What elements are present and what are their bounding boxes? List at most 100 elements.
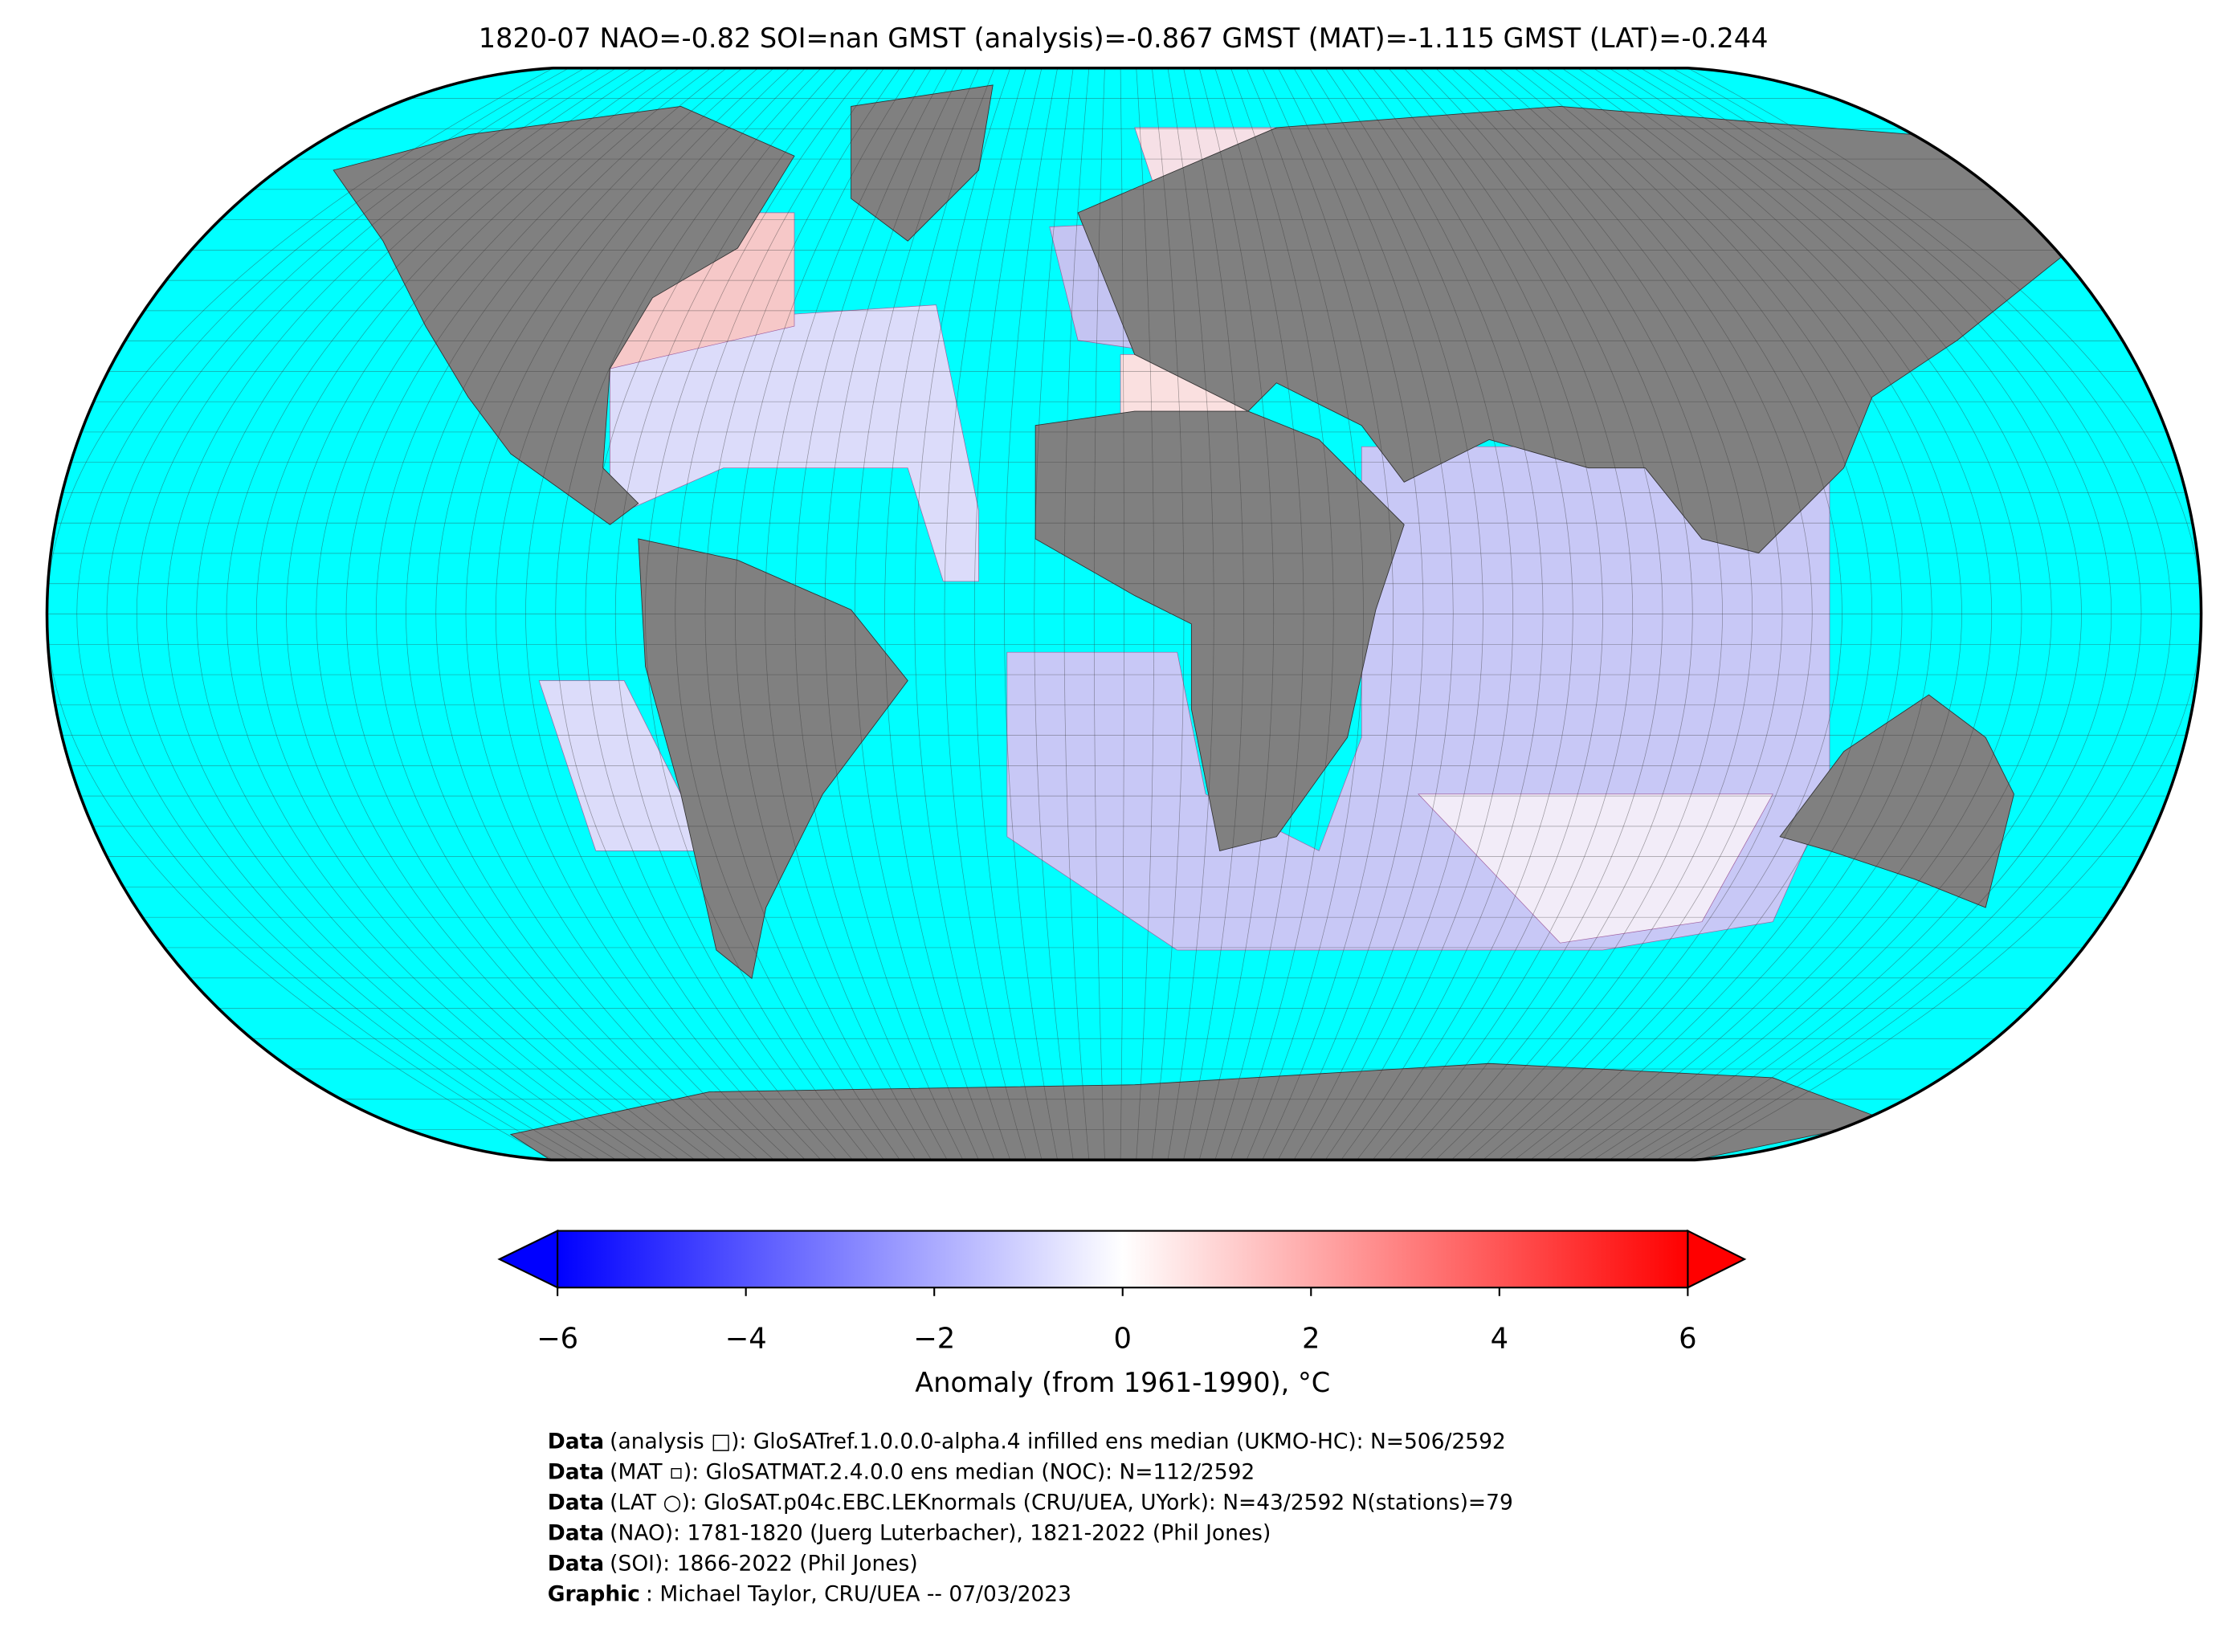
meridian xyxy=(1403,67,1663,1160)
credit-line: Graphic: Michael Taylor, CRU/UEA -- 07/0… xyxy=(548,1581,1071,1606)
credit-line: Data (analysis □): GloSATref.1.0.0.0-alph… xyxy=(548,1429,1506,1454)
meridian xyxy=(226,67,648,1160)
tick-label: −6 xyxy=(537,1323,578,1356)
meridian xyxy=(375,67,727,1160)
map xyxy=(47,67,2202,1160)
meridian xyxy=(1624,67,2082,1160)
extend-high xyxy=(1687,1229,1747,1289)
credits: Data (analysis □): GloSATref.1.0.0.0-alph… xyxy=(548,1429,1513,1606)
meridian xyxy=(1214,67,1304,1160)
meridian xyxy=(255,67,664,1160)
tick-label: 2 xyxy=(1302,1323,1320,1356)
credit-line: Data (LAT ○): GloSAT.p04c.EBC.LEKnormals … xyxy=(548,1490,1513,1515)
meridian xyxy=(1561,67,1962,1160)
meridian xyxy=(944,67,1026,1160)
meridian xyxy=(1529,67,1903,1160)
meridian xyxy=(106,67,586,1160)
australia xyxy=(1779,694,2014,908)
meridian xyxy=(1372,67,1603,1160)
colorbar-fill xyxy=(557,1230,1689,1289)
africa xyxy=(1034,410,1405,851)
meridian xyxy=(645,67,869,1160)
meridian xyxy=(1341,67,1544,1160)
credit-text: (SOI): 1866-2022 (Phil Jones) xyxy=(610,1551,917,1576)
meridian xyxy=(1277,67,1424,1160)
credit-label: Data xyxy=(548,1551,604,1576)
meridian xyxy=(1593,67,2022,1160)
antarctica xyxy=(509,1063,1888,1160)
credit-text: : Michael Taylor, CRU/UEA -- 07/03/2023 xyxy=(646,1581,1071,1606)
meridian xyxy=(435,67,759,1160)
meridian xyxy=(1609,67,2052,1160)
tick-label: 4 xyxy=(1491,1323,1508,1356)
colorbar: −6 −4 −2 0 2 4 6 Anomaly (from 1961-1990), °C xyxy=(497,1229,1747,1398)
meridian xyxy=(1034,67,1074,1160)
meridian xyxy=(1545,67,1932,1160)
credit-text: (LAT ○): GloSAT.p04c.EBC.LEKnormals (CRU… xyxy=(610,1490,1513,1515)
meridian xyxy=(136,67,601,1160)
meridian xyxy=(824,67,964,1160)
meridian xyxy=(585,67,838,1160)
meridian xyxy=(615,67,853,1160)
meridian xyxy=(1151,67,1185,1160)
meridian xyxy=(1640,67,2112,1160)
meridian xyxy=(1655,67,2142,1160)
meridian xyxy=(973,67,1043,1160)
south-america xyxy=(638,538,908,980)
meridian xyxy=(1388,67,1633,1160)
meridian xyxy=(465,67,774,1160)
patch xyxy=(610,304,979,582)
meridian xyxy=(525,67,806,1160)
credit-line: Data (NAO): 1781-1820 (Juerg Luterbacher)… xyxy=(548,1520,1271,1545)
meridian xyxy=(1230,67,1334,1160)
credit-text: (MAT ▫): GloSATMAT.2.4.0.0 ens median (N… xyxy=(610,1459,1255,1484)
meridian xyxy=(884,67,995,1160)
meridian xyxy=(1483,67,1813,1160)
credit-label: Data xyxy=(548,1520,604,1545)
credit-label: Data xyxy=(548,1429,604,1454)
tick-label: 0 xyxy=(1114,1323,1132,1356)
meridian xyxy=(1120,67,1124,1160)
colorbar-label: Anomaly (from 1961-1990), °C xyxy=(915,1367,1330,1398)
meridian xyxy=(1183,67,1244,1160)
patch xyxy=(1418,793,1773,944)
extend-low xyxy=(497,1229,559,1289)
tick-label: 6 xyxy=(1679,1323,1696,1356)
meridian xyxy=(1498,67,1842,1160)
meridian xyxy=(1136,67,1155,1160)
meridian xyxy=(1451,67,1753,1160)
credit-label: Graphic xyxy=(548,1581,640,1606)
greenland xyxy=(851,84,994,242)
credit-text: (analysis □): GloSATref.1.0.0.0-alpha.4 … xyxy=(610,1429,1506,1454)
meridian xyxy=(345,67,712,1160)
land xyxy=(333,84,2100,1160)
meridian xyxy=(734,67,916,1160)
meridian xyxy=(1671,67,2172,1160)
meridian xyxy=(1309,67,1483,1160)
meridian xyxy=(496,67,790,1160)
meridian xyxy=(1167,67,1214,1160)
meridian xyxy=(1467,67,1783,1160)
north-america xyxy=(333,105,795,525)
credit-text: (NAO): 1781-1820 (Juerg Luterbacher), 18… xyxy=(610,1520,1271,1545)
meridian xyxy=(286,67,679,1160)
credit-line: Data (MAT ▫): GloSATMAT.2.4.0.0 ens media… xyxy=(548,1459,1255,1484)
meridian xyxy=(555,67,822,1160)
meridian xyxy=(855,67,979,1160)
meridian xyxy=(1262,67,1394,1160)
meridian xyxy=(1004,67,1058,1160)
meridian xyxy=(196,67,633,1160)
title: 1820-07 NAO=-0.82 SOI=nan GMST (analysis… xyxy=(479,22,1769,54)
meridian xyxy=(1293,67,1454,1160)
meridian xyxy=(1357,67,1573,1160)
tick-label: −2 xyxy=(913,1323,955,1356)
meridian xyxy=(765,67,932,1160)
credit-label: Data xyxy=(548,1459,604,1484)
credit-line: Data (SOI): 1866-2022 (Phil Jones) xyxy=(548,1551,918,1576)
meridian xyxy=(76,67,569,1160)
meridian xyxy=(675,67,885,1160)
meridian xyxy=(1063,67,1090,1160)
meridian xyxy=(1577,67,1993,1160)
meridian xyxy=(1435,67,1723,1160)
